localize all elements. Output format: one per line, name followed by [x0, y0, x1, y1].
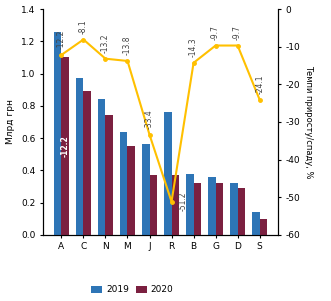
- Text: -14.3: -14.3: [189, 38, 198, 57]
- Text: -51.2: -51.2: [178, 192, 187, 211]
- Bar: [164, 112, 171, 235]
- Text: -8.1: -8.1: [79, 19, 88, 34]
- Text: -12.2: -12.2: [61, 135, 70, 157]
- Text: -9.7: -9.7: [211, 25, 220, 40]
- Text: -13.2: -13.2: [101, 34, 110, 53]
- Bar: [142, 144, 150, 235]
- Bar: [127, 146, 135, 235]
- Bar: [260, 219, 267, 235]
- Bar: [150, 175, 157, 235]
- Y-axis label: Темпи приросту/спаду, %: Темпи приросту/спаду, %: [304, 65, 313, 179]
- Text: -12.2: -12.2: [57, 30, 66, 49]
- Bar: [106, 116, 113, 235]
- Bar: [62, 57, 69, 235]
- Bar: [171, 175, 179, 235]
- Bar: [98, 99, 106, 235]
- Bar: [230, 183, 238, 235]
- Bar: [194, 183, 201, 235]
- Bar: [208, 177, 215, 235]
- Bar: [76, 78, 83, 235]
- Text: -13.8: -13.8: [123, 36, 132, 55]
- Bar: [83, 91, 91, 235]
- Y-axis label: Млрд грн: Млрд грн: [7, 99, 16, 144]
- Bar: [215, 183, 223, 235]
- Bar: [120, 132, 127, 235]
- Bar: [252, 212, 260, 235]
- Text: -24.1: -24.1: [255, 75, 264, 94]
- Bar: [186, 173, 194, 235]
- Text: -9.7: -9.7: [233, 25, 242, 40]
- Bar: [238, 188, 245, 235]
- Bar: [54, 32, 62, 235]
- Text: -33.4: -33.4: [145, 109, 154, 129]
